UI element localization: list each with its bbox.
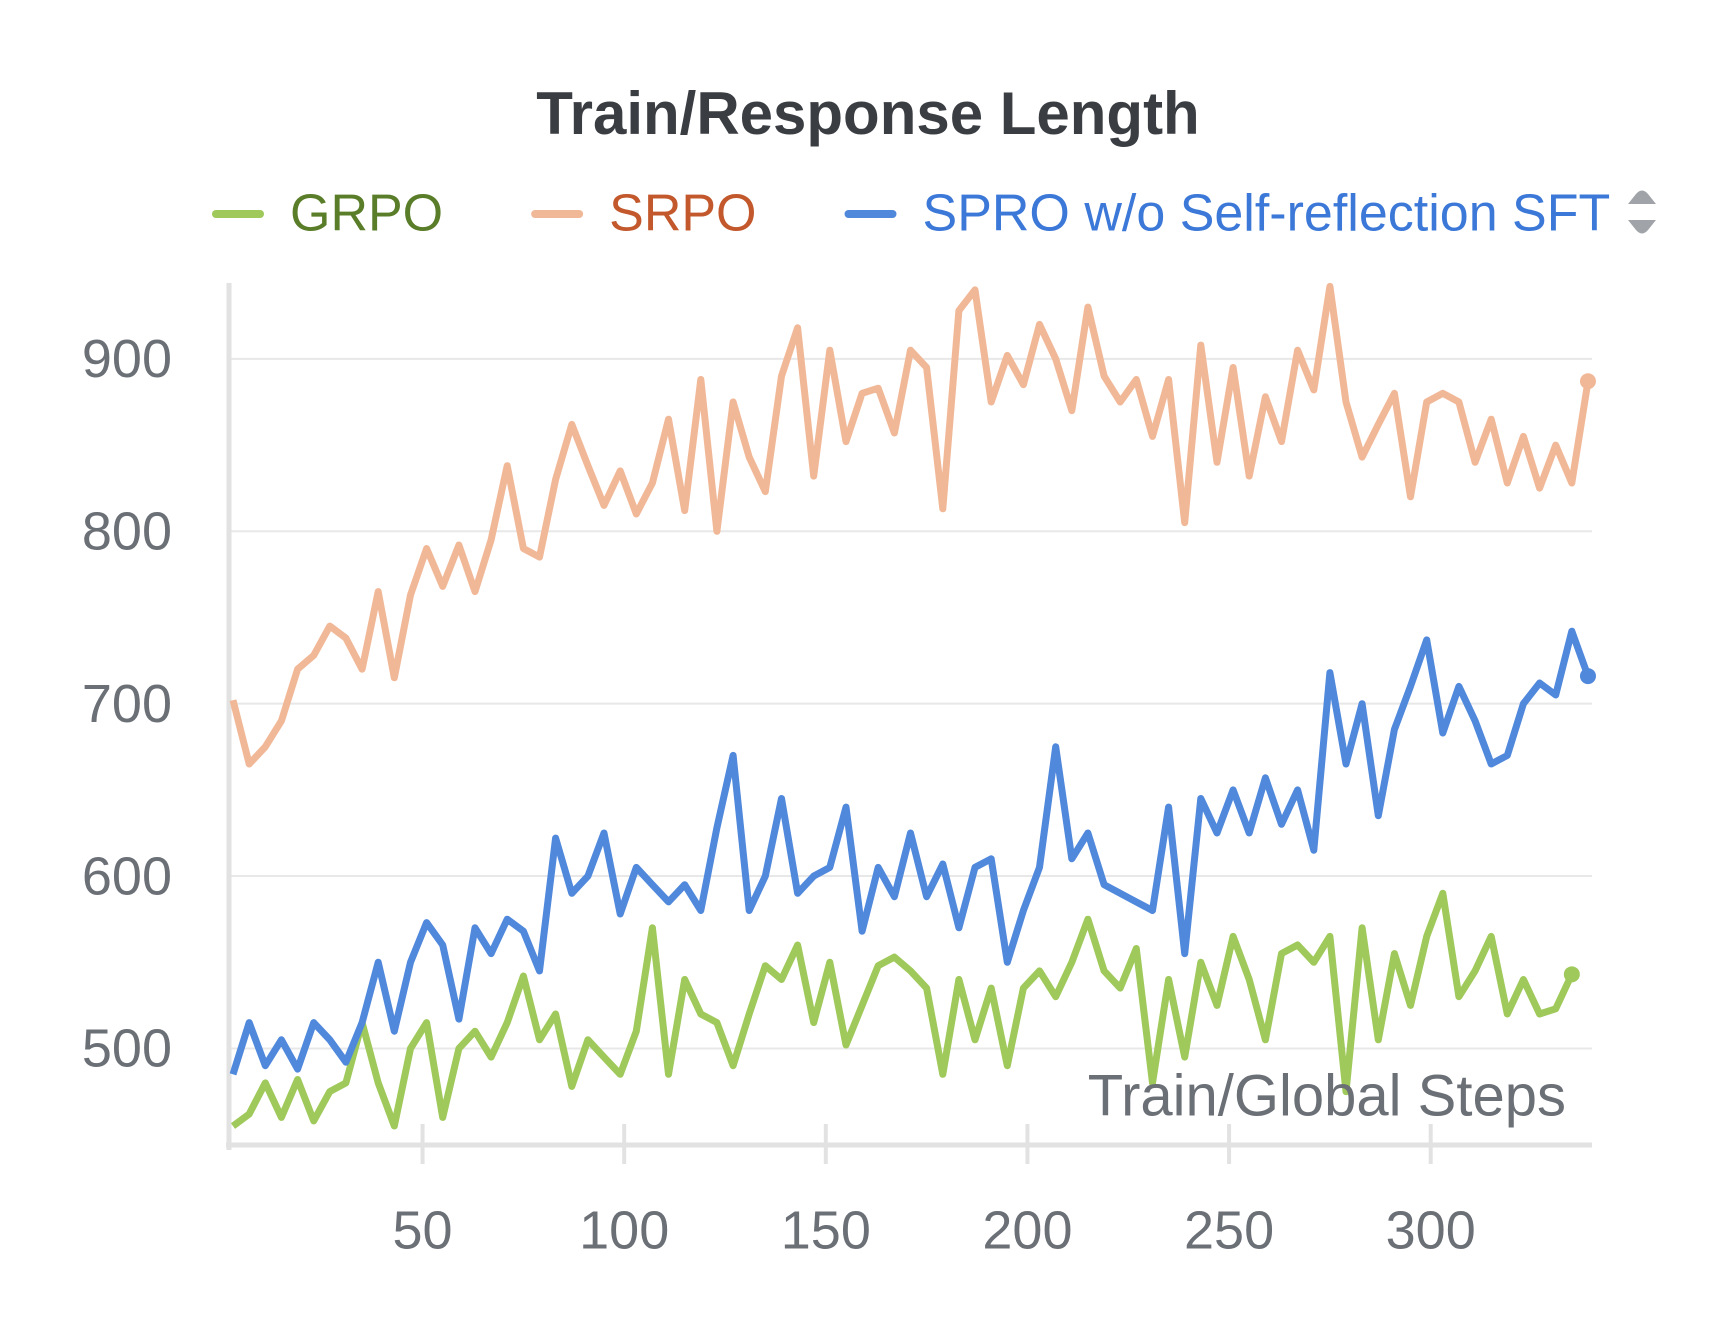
sort-up-icon[interactable] xyxy=(1628,190,1656,205)
legend-label: GRPO xyxy=(290,185,443,243)
x-tick-label: 200 xyxy=(982,1200,1072,1260)
chart-title: Train/Response Length xyxy=(536,80,1199,147)
y-tick-label: 700 xyxy=(82,674,172,734)
sort-down-icon[interactable] xyxy=(1628,220,1656,234)
series-end-marker xyxy=(1579,668,1596,685)
x-tick-label: 300 xyxy=(1386,1200,1476,1260)
x-tick-label: 150 xyxy=(781,1200,871,1260)
y-tick-label: 900 xyxy=(82,329,172,389)
series-line xyxy=(230,889,1575,1130)
sort-toggle[interactable] xyxy=(1628,190,1656,234)
x-axis-label: Train/Global Steps xyxy=(1088,1063,1566,1128)
x-tick-label: 250 xyxy=(1184,1200,1274,1260)
y-tick-label: 600 xyxy=(82,846,172,906)
series-line xyxy=(229,627,1592,1076)
x-tick-label: 100 xyxy=(579,1200,669,1260)
legend-label: SPRO w/o Self-reflection SFT xyxy=(923,185,1611,243)
y-tick-label: 500 xyxy=(82,1019,172,1079)
y-tick-label: 800 xyxy=(82,502,172,562)
legend-label: SRPO xyxy=(609,185,756,243)
series-line xyxy=(229,283,1592,768)
series-end-marker xyxy=(1579,373,1596,390)
x-tick-label: 50 xyxy=(393,1200,453,1260)
series-end-marker xyxy=(1563,966,1580,983)
